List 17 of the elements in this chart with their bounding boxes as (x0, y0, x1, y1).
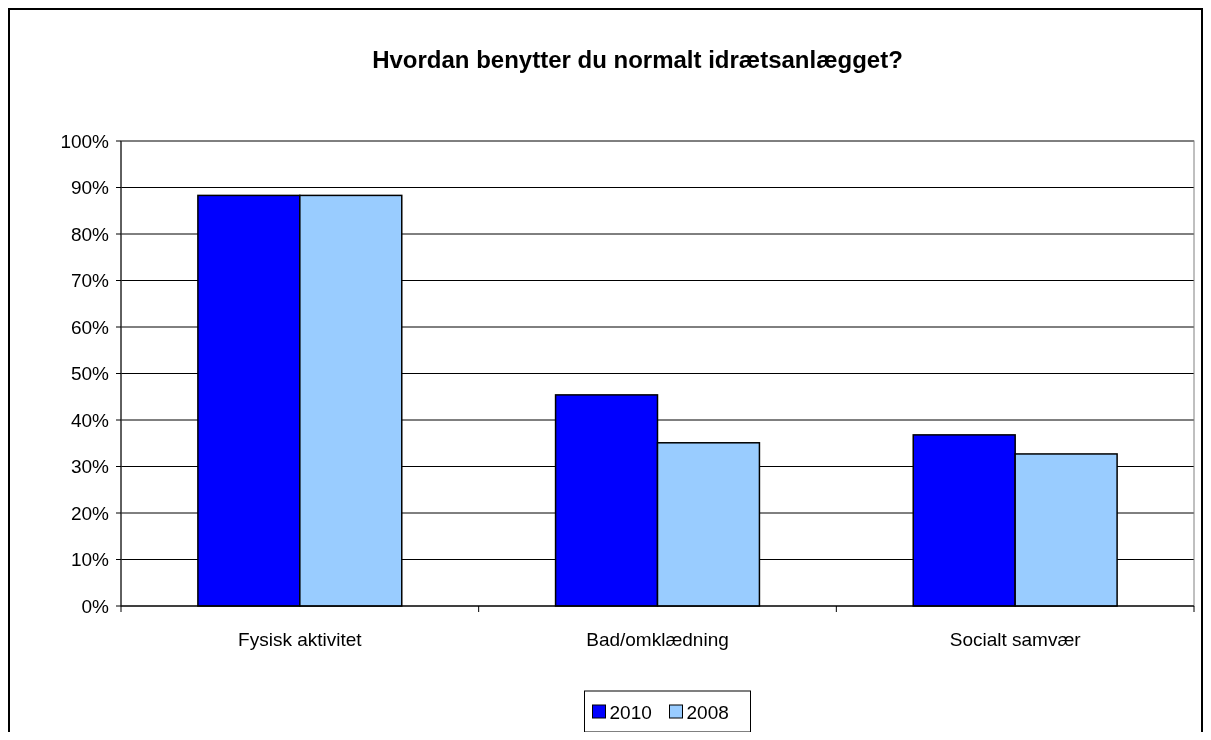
y-tick-label: 100% (60, 130, 110, 152)
y-tick-label: 90% (70, 177, 110, 199)
y-tick-label: 20% (70, 502, 110, 524)
legend-label: 2010 (609, 701, 652, 723)
legend-label: 2008 (686, 701, 729, 723)
y-tick-label: 0% (81, 595, 110, 617)
y-tick-label: 10% (70, 549, 110, 571)
x-tick-label: Socialt samvær (949, 629, 1082, 650)
y-tick-label: 60% (70, 316, 110, 338)
chart-title: Hvordan benytter du normalt idrætsanlægget? (372, 46, 903, 73)
y-tick-label: 50% (70, 363, 110, 385)
x-tick-label: Bad/omklædning (586, 629, 729, 650)
y-tick-label: 80% (70, 223, 110, 245)
x-tick-label: Fysisk aktivitet (238, 629, 363, 650)
y-tick-label: 70% (70, 270, 110, 292)
y-tick-label: 40% (70, 409, 110, 431)
y-tick-label: 30% (70, 456, 110, 478)
